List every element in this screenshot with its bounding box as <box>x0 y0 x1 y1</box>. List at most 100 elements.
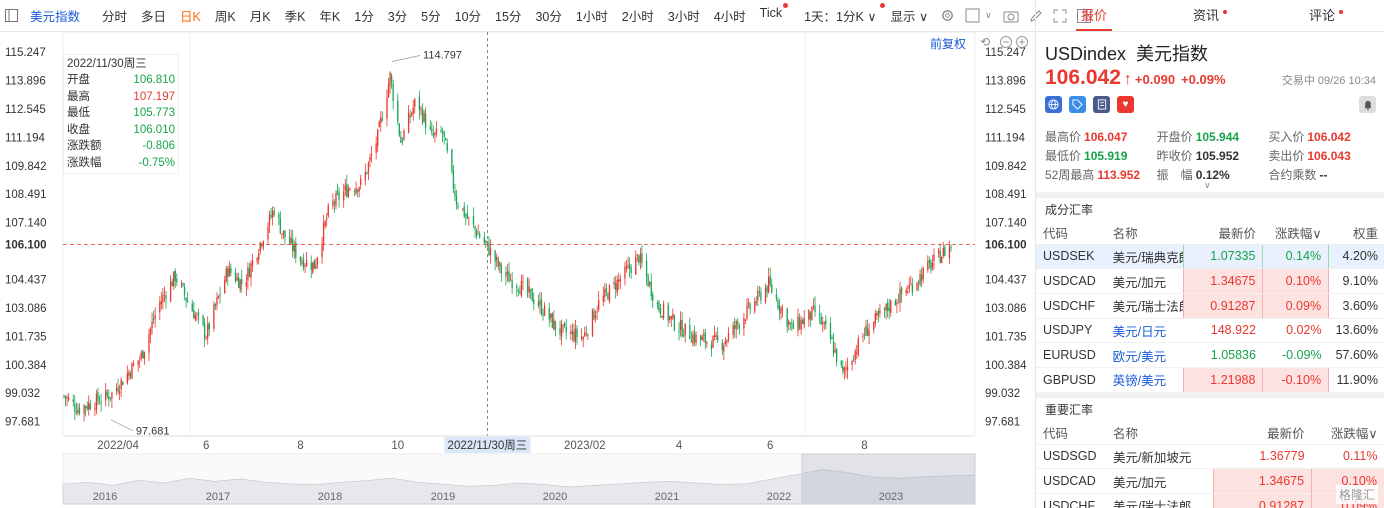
panel-tab-2[interactable]: 评论 <box>1268 0 1384 31</box>
candle-body <box>863 334 866 336</box>
row-price: 1.07335 <box>1183 243 1264 270</box>
candle-body <box>624 266 626 279</box>
zoom-in-icon[interactable] <box>1016 36 1028 48</box>
restore-mode-button[interactable]: 前复权 <box>930 37 967 51</box>
period-tab-12[interactable]: 30分 <box>535 10 562 24</box>
table-row[interactable]: USDCHF 美元/瑞士法郎 0.91287 0.09% 3.60% <box>1036 292 1384 319</box>
checkbox-icon[interactable] <box>965 8 980 24</box>
candle-body <box>596 311 598 313</box>
tooltip-row: 收盘 106.010 <box>67 122 175 139</box>
candle-body <box>645 260 648 277</box>
reset-zoom-icon[interactable]: ⟲ <box>980 35 990 49</box>
period-tab-14[interactable]: 2小时 <box>621 10 654 24</box>
candle-body <box>315 263 317 269</box>
y-tick-label-right: 103.086 <box>985 303 1027 315</box>
table-row[interactable]: USDJPY 美元/日元 148.922 0.02% 13.60% <box>1036 318 1384 344</box>
candle-body <box>528 286 530 293</box>
table-row[interactable]: USDSGD 美元/新加坡元 1.36779 0.11% <box>1036 444 1384 470</box>
period-tab-6[interactable]: 年K <box>319 10 341 24</box>
expand-chevron-icon[interactable]: ∨ <box>1204 180 1211 190</box>
camera-icon[interactable] <box>1003 8 1019 24</box>
table-row[interactable]: USDCAD 美元/加元 1.34675 0.10% 9.10% <box>1036 268 1384 294</box>
panel-tab-0[interactable]: 报价 <box>1036 0 1152 31</box>
period-tab-8[interactable]: 3分 <box>387 10 408 24</box>
candle-body <box>499 262 501 266</box>
table-row[interactable]: GBPUSD 英镑/美元 1.21988 -0.10% 11.90% <box>1036 366 1384 393</box>
navigator-year-label: 2018 <box>318 491 342 503</box>
display-select[interactable]: 显示 ∨ <box>890 10 929 24</box>
settings-icon[interactable] <box>940 8 955 24</box>
document-icon[interactable] <box>1093 96 1110 113</box>
stats-row: 最低价 105.919 昨收价 105.952 卖出价 106.043 <box>1045 147 1380 166</box>
period-tab-16[interactable]: 4小时 <box>713 10 746 24</box>
candle-body <box>474 226 476 230</box>
multi-period-select[interactable]: 1天：1分K ∨ <box>797 3 886 25</box>
candle-body <box>160 301 163 305</box>
candle-body <box>118 391 121 394</box>
candle-body <box>378 122 380 128</box>
period-tab-15[interactable]: 3小时 <box>667 10 700 24</box>
candle-body <box>496 257 498 260</box>
candle-body <box>732 324 734 335</box>
zoom-out-icon[interactable] <box>1000 36 1012 48</box>
period-tab-5[interactable]: 季K <box>284 10 306 24</box>
period-tab-17[interactable]: Tick <box>753 3 789 25</box>
candle-body <box>100 401 102 403</box>
pencil-icon[interactable] <box>1029 8 1043 24</box>
heart-icon[interactable]: ♥ <box>1117 96 1134 113</box>
table-row[interactable]: EURUSD 欧元/美元 1.05836 -0.09% 57.60% <box>1036 342 1384 368</box>
tag-icon[interactable] <box>1069 96 1086 113</box>
table-row[interactable]: USDSEK 美元/瑞典克朗 1.07335 0.14% 4.20% <box>1036 243 1384 270</box>
period-tab-4[interactable]: 月K <box>249 10 271 24</box>
panel-toggle-icon[interactable] <box>1076 8 1091 24</box>
period-tab-1[interactable]: 多日 <box>141 10 167 24</box>
period-tab-10[interactable]: 10分 <box>454 10 482 24</box>
period-tab-9[interactable]: 5分 <box>421 10 441 24</box>
candle-body <box>377 129 379 147</box>
row-change-pct: -0.10% <box>1262 366 1330 393</box>
candle-body <box>669 316 671 320</box>
candle-body <box>332 200 334 207</box>
period-tab-3[interactable]: 周K <box>214 10 236 24</box>
navigator-selection[interactable] <box>801 453 976 505</box>
column-header[interactable]: 涨跌幅∨ <box>1262 222 1329 245</box>
globe-icon[interactable] <box>1045 96 1062 113</box>
candle-body <box>786 308 788 327</box>
symbol-name[interactable]: 美元指数 <box>30 10 81 24</box>
column-header: 名称 <box>1105 222 1184 245</box>
bell-icon[interactable] <box>1359 96 1376 113</box>
candle-body <box>692 334 694 345</box>
candle-body <box>129 372 132 377</box>
candle-body <box>627 265 629 268</box>
period-tab-11[interactable]: 15分 <box>495 10 522 24</box>
candle-body <box>852 360 855 362</box>
candle-body <box>420 107 422 109</box>
column-header[interactable]: 涨跌幅∨ <box>1311 422 1384 445</box>
panel-tab-1[interactable]: 资讯 <box>1152 0 1268 31</box>
chevron-down-icon[interactable]: ∨ <box>985 10 992 20</box>
candle-body <box>370 154 373 156</box>
table-header: 代码 名称 最新价 涨跌幅∨ 权重 <box>1036 222 1384 245</box>
candle-body <box>89 404 91 410</box>
candle-body <box>322 223 325 245</box>
components-table: 代码 名称 最新价 涨跌幅∨ 权重 USDSEK 美元/瑞典克朗 1.07335 0.14% 4.… <box>1036 222 1384 393</box>
period-tab-13[interactable]: 1小时 <box>575 10 608 24</box>
candle-body <box>111 392 113 399</box>
period-tab-7[interactable]: 1分 <box>354 10 374 24</box>
y-tick-label-right: 115.247 <box>985 47 1026 59</box>
kline-chart-area[interactable]: 115.247 115.247 113.896 113.896 112.545 112.5… <box>0 32 1034 508</box>
kline-chart[interactable]: 115.247 115.247 113.896 113.896 112.545 112.5… <box>0 32 1034 508</box>
row-code: USDSEK <box>1036 244 1106 270</box>
table-row[interactable]: USDCAD 美元/加元 1.34675 0.10% <box>1036 468 1384 494</box>
candle-body <box>780 307 782 314</box>
period-tab-2[interactable]: 日K <box>180 10 201 24</box>
candle-body <box>360 178 362 185</box>
fullscreen-icon[interactable] <box>1053 8 1067 24</box>
period-tab-0[interactable]: 分时 <box>102 10 128 24</box>
candle-body <box>466 213 468 219</box>
sidebar-toggle-icon[interactable] <box>5 8 18 24</box>
section-title-major: 重要汇率 <box>1036 392 1384 422</box>
stat-label: 最低价 <box>1045 149 1082 163</box>
